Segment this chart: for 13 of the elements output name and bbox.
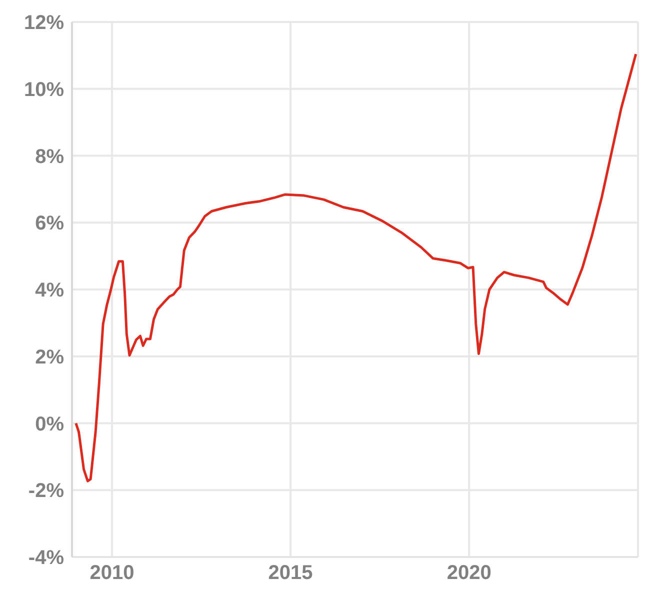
y-tick-label: 4%: [35, 280, 64, 302]
x-tick-label: 2010: [90, 562, 134, 584]
y-tick-label: -4%: [28, 547, 64, 570]
y-tick-label: 6%: [35, 212, 64, 235]
y-tick-label: 10%: [24, 78, 64, 101]
y-tick-label: -2%: [28, 480, 64, 502]
x-tick-label: 2015: [268, 562, 313, 584]
y-tick-label: 2%: [35, 346, 64, 368]
y-tick-label: 12%: [24, 12, 64, 34]
x-tick-label: 2020: [446, 562, 492, 584]
y-tick-label: 0%: [35, 413, 64, 436]
line-series: [74, 52, 638, 482]
y-tick-label: 8%: [35, 146, 64, 168]
